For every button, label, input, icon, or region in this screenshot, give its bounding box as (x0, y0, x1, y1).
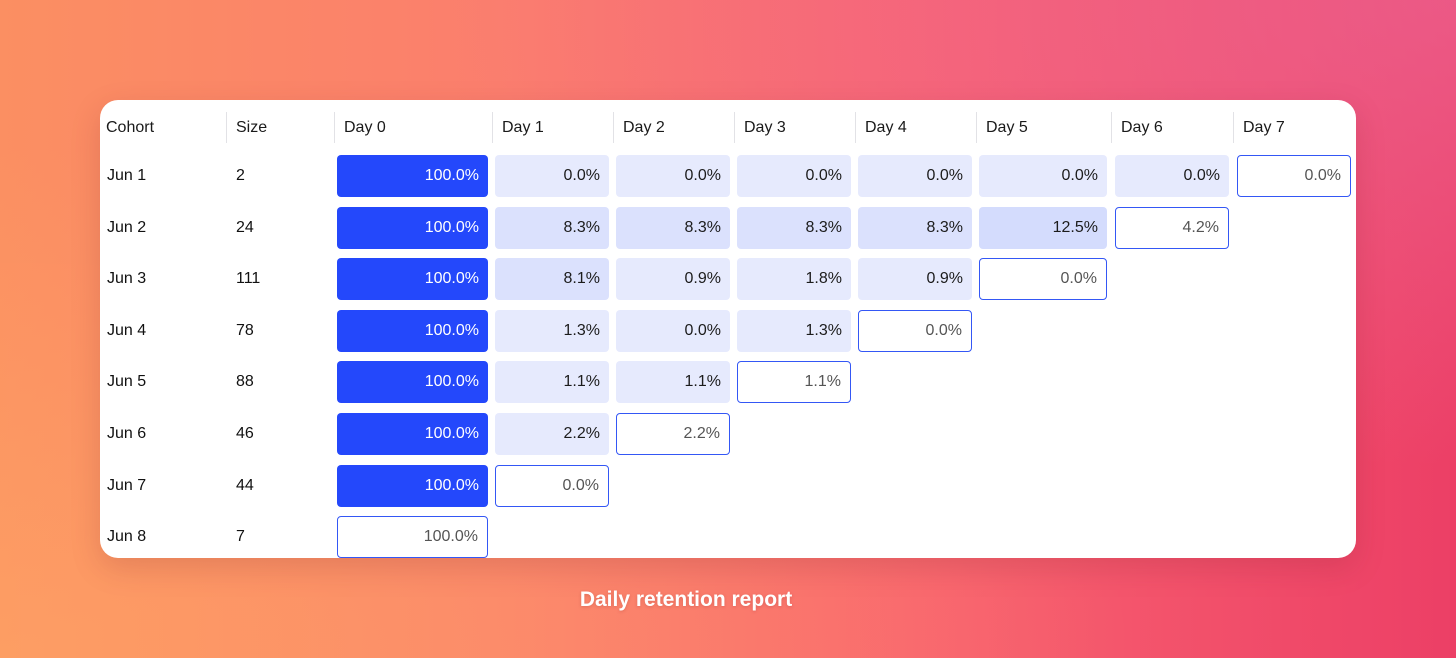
cohort-label: Jun 6 (107, 425, 147, 442)
cohort-size: 88 (236, 373, 254, 390)
retention-cell-day-4: 0.0% (858, 310, 972, 352)
retention-cell-day-4: 0.9% (858, 258, 972, 300)
retention-cell-day-0: 100.0% (337, 361, 488, 403)
retention-cell-day-2: 1.1% (616, 361, 730, 403)
retention-cell-day-2: 8.3% (616, 207, 730, 249)
retention-cell-day-2: 0.0% (616, 155, 730, 197)
retention-cell-day-6: 4.2% (1115, 207, 1229, 249)
retention-cell-day-6: 0.0% (1115, 155, 1229, 197)
retention-cell-day-0: 100.0% (337, 465, 488, 507)
header-cohort: Cohort (106, 119, 155, 136)
retention-cell-day-5: 0.0% (979, 258, 1107, 300)
retention-table-card: Cohort Size Day 0 Day 1 Day 2 Day 3 Day … (100, 100, 1356, 558)
retention-cell-day-1: 1.1% (495, 361, 609, 403)
retention-cell-day-0: 100.0% (337, 207, 488, 249)
retention-cell-day-1: 8.1% (495, 258, 609, 300)
retention-cell-day-1: 8.3% (495, 207, 609, 249)
retention-cell-day-0: 100.0% (337, 413, 488, 455)
cohort-size: 7 (236, 528, 245, 545)
retention-cell-day-2: 0.9% (616, 258, 730, 300)
retention-cell-day-3: 1.1% (737, 361, 851, 403)
header-size: Size (226, 112, 334, 143)
cohort-label: Jun 7 (107, 477, 147, 494)
retention-cell-day-3: 8.3% (737, 207, 851, 249)
header-day-2: Day 2 (613, 112, 734, 143)
cohort-size: 78 (236, 322, 254, 339)
cohort-label: Jun 2 (107, 219, 147, 236)
retention-cell-day-0: 100.0% (337, 310, 488, 352)
retention-cell-day-1: 0.0% (495, 465, 609, 507)
header-day-3: Day 3 (734, 112, 855, 143)
cohort-size: 24 (236, 219, 254, 236)
header-day-7: Day 7 (1233, 112, 1356, 143)
retention-cell-day-0: 100.0% (337, 516, 488, 558)
cohort-label: Jun 5 (107, 373, 147, 390)
cohort-label: Jun 1 (107, 167, 147, 184)
header-day-4: Day 4 (855, 112, 976, 143)
header-day-0: Day 0 (334, 112, 492, 143)
retention-cell-day-4: 8.3% (858, 207, 972, 249)
retention-cell-day-2: 0.0% (616, 310, 730, 352)
header-day-1: Day 1 (492, 112, 613, 143)
cohort-label: Jun 3 (107, 270, 147, 287)
retention-cell-day-4: 0.0% (858, 155, 972, 197)
caption: Daily retention report (579, 588, 793, 611)
header-day-6: Day 6 (1111, 112, 1233, 143)
header-day-5: Day 5 (976, 112, 1111, 143)
retention-cell-day-1: 0.0% (495, 155, 609, 197)
retention-cell-day-7: 0.0% (1237, 155, 1351, 197)
cohort-size: 2 (236, 167, 245, 184)
cohort-size: 46 (236, 425, 254, 442)
retention-cell-day-3: 1.8% (737, 258, 851, 300)
retention-cell-day-3: 1.3% (737, 310, 851, 352)
retention-cell-day-1: 1.3% (495, 310, 609, 352)
retention-cell-day-1: 2.2% (495, 413, 609, 455)
cohort-size: 111 (236, 270, 261, 287)
retention-cell-day-2: 2.2% (616, 413, 730, 455)
retention-cell-day-0: 100.0% (337, 258, 488, 300)
cohort-size: 44 (236, 477, 254, 494)
cohort-label: Jun 8 (107, 528, 147, 545)
cohort-label: Jun 4 (107, 322, 147, 339)
retention-cell-day-3: 0.0% (737, 155, 851, 197)
retention-cell-day-5: 12.5% (979, 207, 1107, 249)
retention-cell-day-5: 0.0% (979, 155, 1107, 197)
retention-cell-day-0: 100.0% (337, 155, 488, 197)
